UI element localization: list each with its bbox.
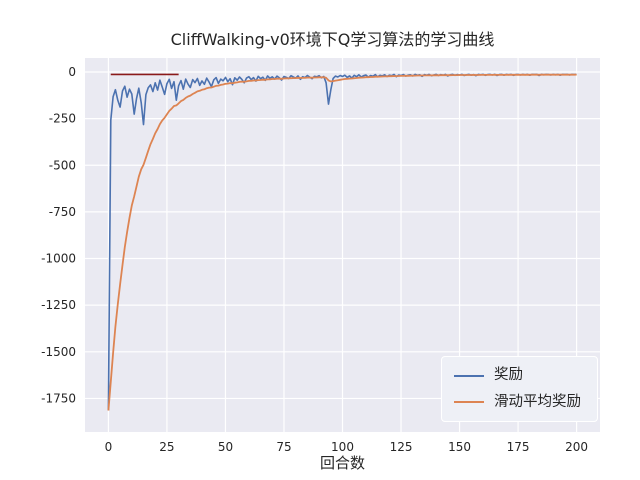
- y-tick-label: -1750: [41, 391, 76, 405]
- x-axis-label: 回合数: [319, 454, 365, 472]
- legend-label-reward: 奖励: [494, 367, 523, 384]
- y-tick-label: -1500: [41, 345, 76, 359]
- x-tick-label: 50: [218, 440, 233, 454]
- x-tick-label: 0: [105, 440, 113, 454]
- moving-average-line: [107, 73, 577, 411]
- chart-title: CliffWalking-v0环境下Q学习算法的学习曲线: [170, 30, 495, 49]
- moving-average-line-swatch: [454, 401, 484, 404]
- y-tick-label: -1000: [41, 252, 76, 266]
- x-tick-label: 150: [448, 440, 471, 454]
- legend-item-reward: 奖励: [454, 367, 581, 384]
- reward-line-swatch: [454, 374, 484, 377]
- y-tick-label: -500: [49, 158, 76, 172]
- y-tick-label: -1250: [41, 298, 76, 312]
- x-tick-label: 75: [276, 440, 291, 454]
- y-tick-label: -750: [49, 205, 76, 219]
- legend-item-moving-average: 滑动平均奖励: [454, 394, 581, 411]
- legend: 奖励 滑动平均奖励: [441, 356, 598, 422]
- x-tick-label: 100: [331, 440, 354, 454]
- x-tick-label: 25: [159, 440, 174, 454]
- x-tick-label: 125: [390, 440, 413, 454]
- legend-label-moving-average: 滑动平均奖励: [494, 393, 581, 410]
- y-tick-label: 0: [68, 65, 76, 79]
- x-tick-label: 200: [565, 440, 588, 454]
- y-tick-label: -250: [49, 112, 76, 126]
- x-tick-label: 175: [507, 440, 530, 454]
